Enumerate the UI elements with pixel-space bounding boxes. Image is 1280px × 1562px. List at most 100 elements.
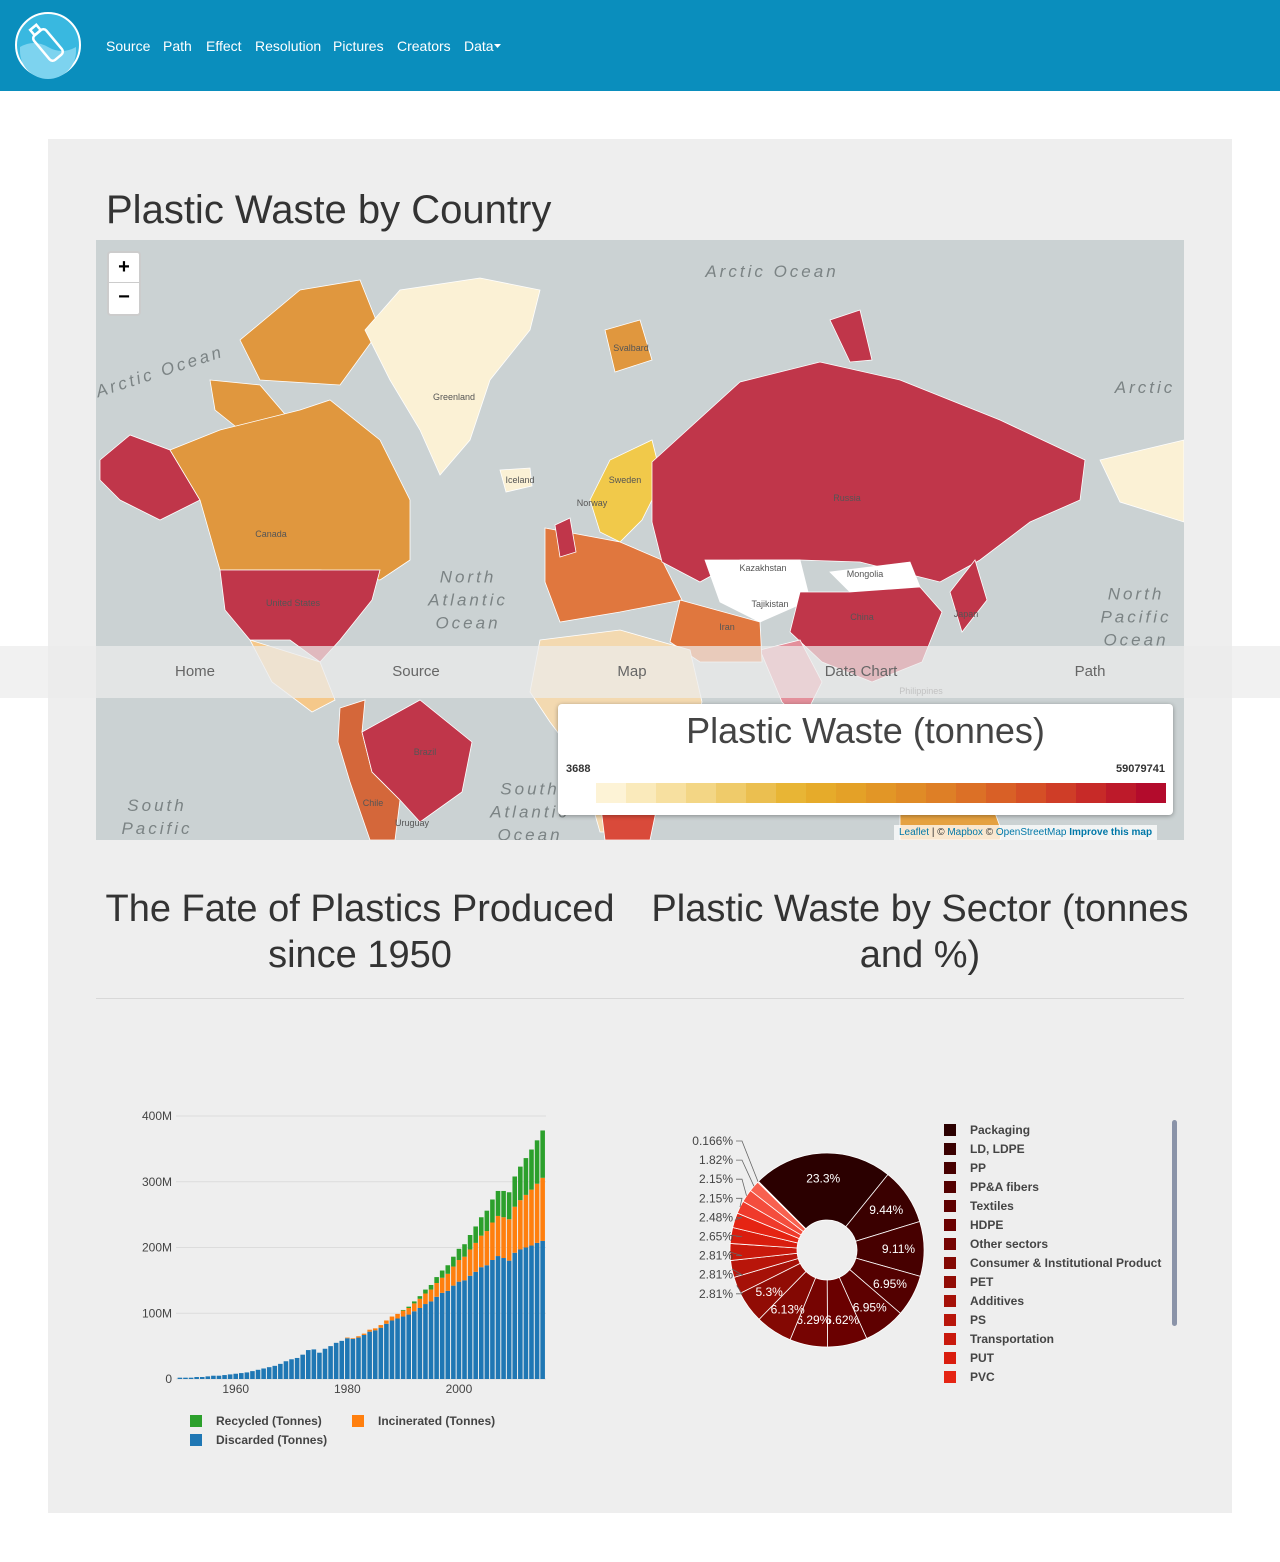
- logo[interactable]: [14, 11, 82, 79]
- bar-segment: [540, 1177, 545, 1241]
- bar-segment: [434, 1277, 439, 1284]
- chart-title: The Fate of Plastics Produced since 1950: [105, 888, 615, 976]
- slice-label: 2.15%: [699, 1191, 733, 1205]
- nav-dropdown[interactable]: Data: [464, 38, 494, 54]
- bar-segment: [462, 1244, 467, 1257]
- bar-segment: [456, 1281, 462, 1379]
- bar-segment: [255, 1369, 261, 1379]
- bar-segment: [439, 1277, 445, 1293]
- bar-segment: [367, 1331, 372, 1379]
- bar-segment: [495, 1256, 501, 1379]
- attr-link[interactable]: Mapbox: [947, 827, 983, 838]
- legend-swatch: [944, 1181, 956, 1193]
- bar-segment: [451, 1285, 456, 1379]
- bar-segment: [518, 1200, 523, 1250]
- legend-label: PVC: [970, 1370, 995, 1384]
- caret: [494, 44, 501, 48]
- attr-link[interactable]: Improve this map: [1069, 827, 1153, 838]
- map-shapes: [99, 277, 1184, 840]
- bar-segment: [406, 1307, 412, 1315]
- legend-label: Incinerated (Tonnes): [378, 1414, 495, 1428]
- nav-link[interactable]: Pictures: [333, 38, 384, 54]
- slice-label: 6.29%: [796, 1313, 830, 1327]
- y-tick-label: 300M: [142, 1175, 172, 1189]
- bar-segment: [512, 1176, 518, 1207]
- bar-segment: [451, 1256, 456, 1267]
- bar-segment: [439, 1270, 445, 1278]
- legend-label: HDPE: [970, 1218, 1003, 1232]
- overlay-nav-link[interactable]: Map: [617, 663, 647, 680]
- bar-segment: [428, 1301, 434, 1379]
- bar-segment: [534, 1183, 540, 1243]
- bar-segment: [467, 1249, 473, 1276]
- bar-segment: [478, 1235, 484, 1268]
- attr-link[interactable]: Leaflet: [899, 827, 930, 838]
- bar-segment: [506, 1260, 512, 1379]
- legend-scale: [566, 783, 1166, 803]
- attr-link[interactable]: OpenStreetMap: [995, 827, 1067, 838]
- bar-segment: [423, 1289, 428, 1294]
- bar-segment: [216, 1375, 222, 1379]
- bar-segment: [529, 1189, 534, 1246]
- overlay-nav-link[interactable]: Path: [1074, 663, 1106, 680]
- bar-segment: [462, 1256, 467, 1281]
- leader-line: [736, 1178, 747, 1196]
- nav-link[interactable]: Effect: [206, 38, 242, 54]
- nav-link[interactable]: Resolution: [255, 38, 322, 54]
- overlay-nav-link[interactable]: Home: [174, 663, 216, 680]
- leader-line: [736, 1159, 755, 1187]
- map-title: Plastic Waste by Country: [106, 188, 552, 232]
- bar-segment: [490, 1199, 495, 1223]
- bar-segment: [462, 1280, 467, 1379]
- nav-link[interactable]: Path: [163, 38, 192, 54]
- legend-label: Packaging: [970, 1123, 1030, 1137]
- overlay-nav-link[interactable]: Source: [392, 663, 440, 680]
- slice-label: 9.11%: [882, 1242, 915, 1256]
- legend-swatch: [866, 783, 896, 803]
- legend-swatch: [686, 783, 716, 803]
- legend-swatch: [944, 1238, 956, 1250]
- bar-segment: [501, 1258, 506, 1379]
- legend-swatch: [1046, 783, 1076, 803]
- bar-segment: [467, 1235, 473, 1250]
- bar-segment: [183, 1377, 188, 1379]
- bar-segment: [300, 1354, 305, 1379]
- bar-segment: [534, 1140, 540, 1184]
- legend-label: LD, LDPE: [970, 1142, 1025, 1156]
- x-tick-label: 1980: [334, 1382, 361, 1396]
- bar-segment: [451, 1266, 456, 1286]
- bar-segment: [445, 1265, 451, 1274]
- slice-label: 5.3%: [756, 1285, 784, 1299]
- nav-link[interactable]: Creators: [397, 38, 451, 54]
- bar-segment: [473, 1226, 478, 1243]
- bar-segment: [339, 1340, 345, 1379]
- legend-label: Textiles: [970, 1199, 1014, 1213]
- bar-segment: [518, 1166, 523, 1201]
- slice-label: 2.81%: [699, 1249, 733, 1263]
- nav-link[interactable]: Source: [106, 38, 151, 54]
- bar-segment: [361, 1334, 367, 1379]
- zoom-out[interactable]: −: [118, 286, 130, 308]
- bar-segment: [261, 1368, 266, 1379]
- bar-segment: [378, 1325, 384, 1328]
- legend-swatch: [806, 783, 836, 803]
- bar-segment: [400, 1310, 406, 1317]
- legend-swatch: [944, 1333, 956, 1345]
- bar-segment: [384, 1323, 389, 1379]
- slice-label: 6.13%: [771, 1303, 805, 1317]
- legend-swatch: [626, 783, 656, 803]
- legend-swatch: [352, 1415, 364, 1427]
- leader-line: [731, 1268, 744, 1276]
- legend-swatch: [944, 1352, 956, 1364]
- overlay-nav-link[interactable]: Data Chart: [824, 663, 898, 680]
- legend-scrollbar[interactable]: [1172, 1120, 1177, 1326]
- legend-swatch: [944, 1257, 956, 1269]
- bar-segment: [428, 1289, 434, 1302]
- map[interactable]: Arctic Ocean Arctic Ocean Arctic Greenland I…: [96, 240, 1184, 840]
- zoom-in[interactable]: +: [109, 253, 139, 283]
- bar-segment: [322, 1348, 328, 1379]
- bar-segment: [400, 1316, 406, 1379]
- bar-segment: [478, 1217, 484, 1236]
- bar-segment: [456, 1248, 462, 1260]
